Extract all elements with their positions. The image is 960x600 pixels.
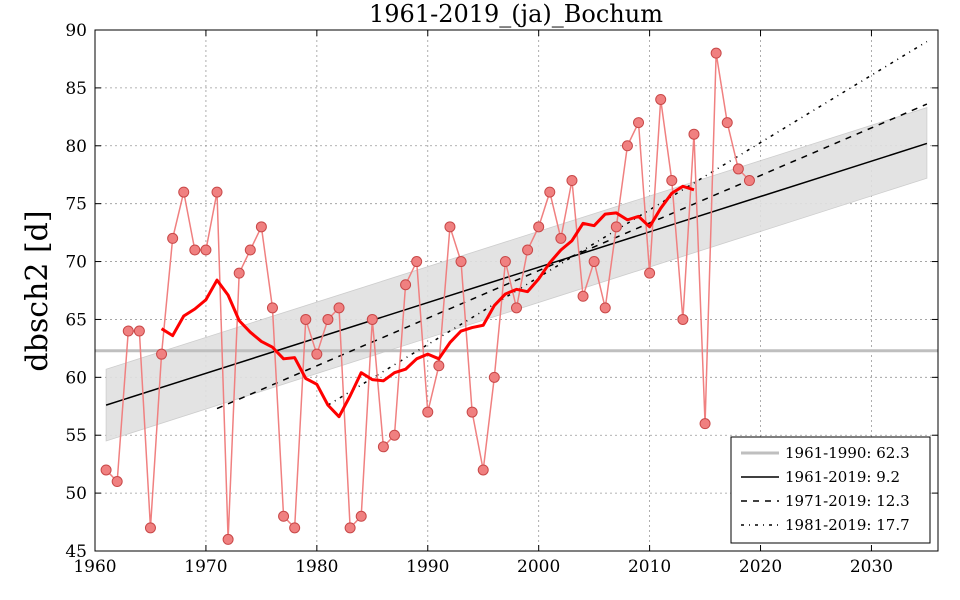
y-tick-label: 45 [65, 542, 87, 562]
moving-average-line [160, 184, 695, 419]
x-tick-label: 1990 [406, 557, 449, 577]
annual-point [377, 441, 389, 453]
annual-point [677, 313, 689, 325]
y-tick-label: 75 [65, 195, 87, 215]
annual-point [699, 418, 711, 430]
annual-point [178, 186, 190, 198]
annual-point [311, 348, 323, 360]
annual-point [566, 175, 578, 187]
annual-point [644, 267, 656, 279]
annual-point [666, 175, 678, 187]
annual-point [466, 406, 478, 418]
legend-label-trend-1981: 1981-2019: 17.7 [785, 516, 910, 534]
annual-point [533, 221, 545, 233]
annual-point [610, 221, 622, 233]
annual-point [222, 533, 234, 545]
annual-point [255, 221, 267, 233]
trend-line-1981-2019 [327, 40, 928, 406]
trend-lines [105, 40, 928, 410]
annual-point [133, 325, 145, 337]
y-tick-label: 60 [65, 368, 87, 388]
annual-point [189, 244, 201, 256]
y-axis-label: dbsch2 [d] [20, 210, 55, 371]
y-axis-ticks: 45 50 55 60 65 70 75 80 85 90 [65, 21, 938, 562]
annual-point [344, 522, 356, 534]
annual-point [333, 302, 345, 314]
annual-point [433, 360, 445, 372]
moving-average-series [160, 184, 695, 419]
annual-point [233, 267, 245, 279]
x-tick-label: 1960 [73, 557, 116, 577]
annual-point [144, 522, 156, 534]
annual-point [477, 464, 489, 476]
trend-line-1971-2019 [216, 103, 928, 410]
annual-point [200, 244, 212, 256]
annual-point [355, 510, 367, 522]
y-tick-label: 85 [65, 79, 87, 99]
annual-point [322, 313, 334, 325]
annual-point [211, 186, 223, 198]
annual-point [167, 232, 179, 244]
x-tick-label: 2030 [850, 557, 893, 577]
x-axis-ticks: 1960 1970 1980 1990 2000 2010 2020 2030 [73, 30, 893, 577]
annual-point [743, 175, 755, 187]
annual-point [400, 279, 412, 291]
annual-point [499, 256, 511, 268]
annual-point [633, 117, 645, 129]
annual-point [156, 348, 168, 360]
annual-point [422, 406, 434, 418]
legend: 1961-1990: 62.3 1961-2019: 9.2 1971-2019… [730, 436, 931, 544]
y-tick-label: 70 [65, 253, 87, 273]
legend-label-trend-1961: 1961-2019: 9.2 [785, 468, 900, 486]
annual-point [599, 302, 611, 314]
annual-point [244, 244, 256, 256]
annual-point [100, 464, 112, 476]
annual-point [522, 244, 534, 256]
annual-point [366, 313, 378, 325]
annual-point [588, 256, 600, 268]
legend-label-trend-1971: 1971-2019: 12.3 [785, 492, 910, 510]
annual-point [621, 140, 633, 152]
y-tick-label: 50 [65, 484, 87, 504]
annual-series [100, 47, 755, 545]
x-tick-label: 2010 [628, 557, 671, 577]
annual-point [688, 128, 700, 140]
y-tick-label: 90 [65, 21, 87, 41]
annual-point [732, 163, 744, 175]
x-tick-label: 2020 [739, 557, 782, 577]
trend-line-1961-2019 [105, 142, 928, 406]
y-tick-label: 55 [65, 426, 87, 446]
y-tick-label: 65 [65, 310, 87, 330]
annual-point [488, 371, 500, 383]
annual-point [511, 302, 522, 314]
annual-point [455, 256, 467, 268]
legend-label-reference: 1961-1990: 62.3 [785, 444, 910, 462]
annual-point [289, 522, 301, 534]
x-tick-label: 2000 [517, 557, 560, 577]
plot-frame [94, 29, 939, 552]
annual-point [411, 256, 423, 268]
annual-point [721, 117, 733, 129]
chart-title: 1961-2019_(ja)_Bochum [369, 0, 663, 28]
annual-point [555, 232, 567, 244]
x-tick-label: 1970 [184, 557, 227, 577]
annual-point [388, 429, 400, 441]
annual-point [278, 510, 290, 522]
annual-point [266, 302, 278, 314]
annual-point [111, 476, 123, 488]
annual-point [544, 186, 556, 198]
annual-point [710, 47, 722, 59]
legend-box [730, 436, 931, 544]
annual-point [444, 221, 456, 233]
x-tick-label: 1980 [295, 557, 338, 577]
annual-point [577, 290, 589, 302]
y-tick-label: 80 [65, 137, 87, 157]
annual-point [655, 93, 667, 105]
annual-point [300, 313, 312, 325]
annual-point [122, 325, 134, 337]
